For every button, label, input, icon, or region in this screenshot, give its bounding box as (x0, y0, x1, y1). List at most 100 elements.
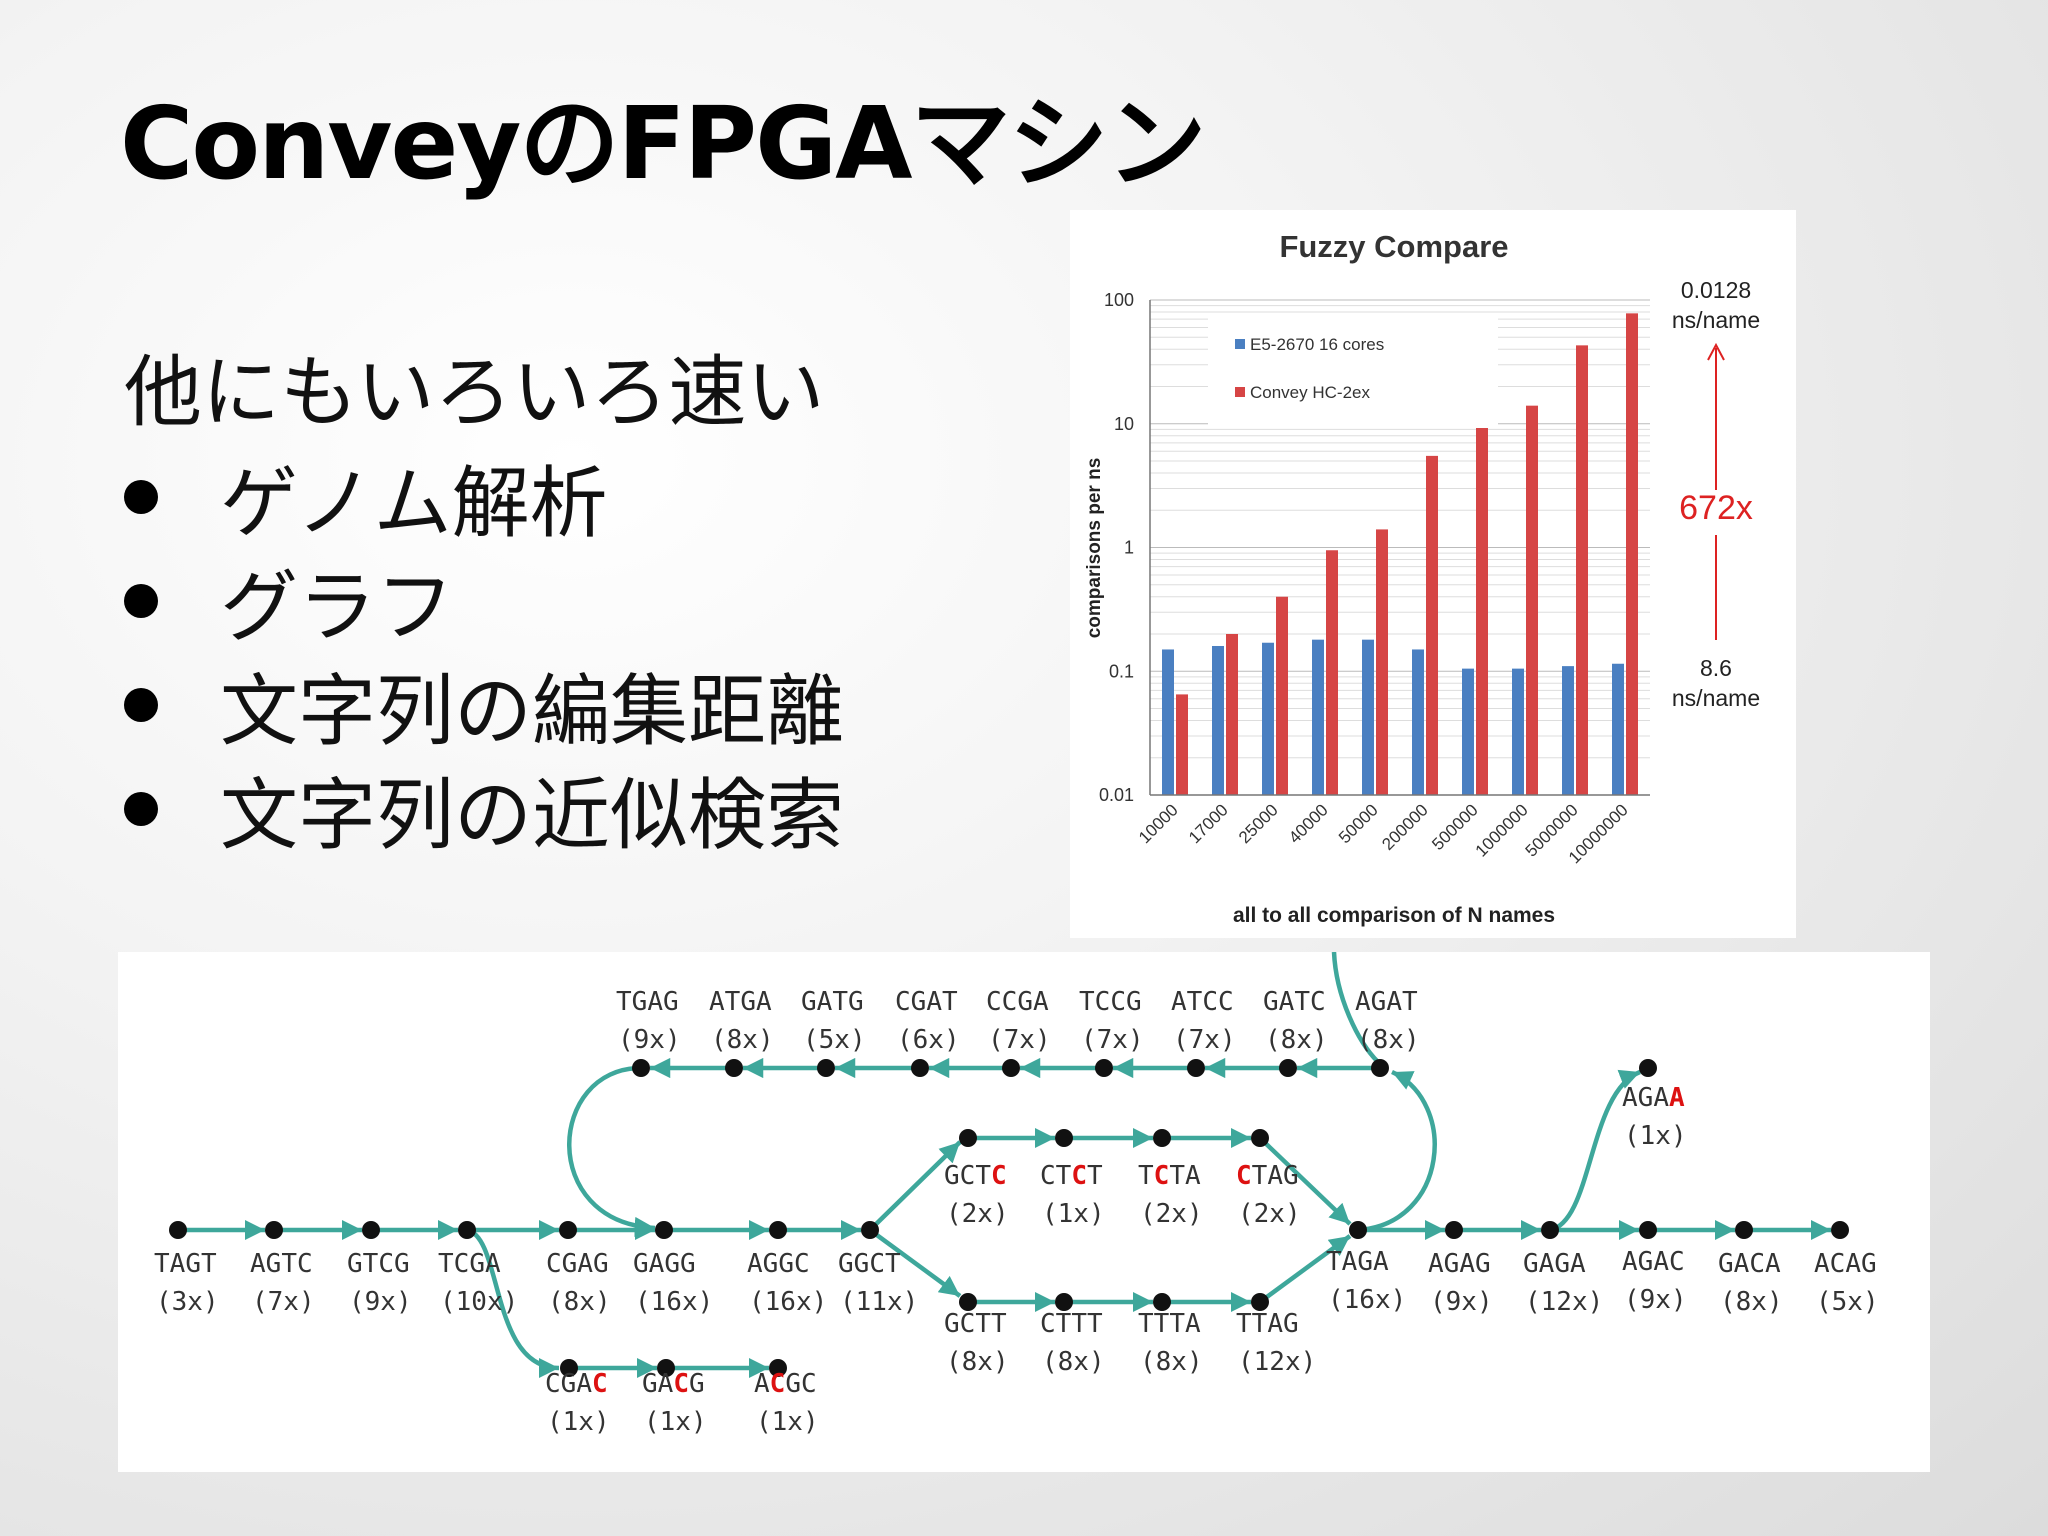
bar-convey (1276, 596, 1288, 795)
x-tick-label: 17000 (1185, 800, 1232, 847)
node-sequence-label: CGAT (895, 987, 958, 1017)
chart-title: Fuzzy Compare (1279, 229, 1508, 264)
graph-node (1055, 1129, 1073, 1147)
node-count-label: (2x) (1140, 1199, 1203, 1229)
node-count-label: (6x) (897, 1025, 960, 1055)
arrow-up-icon (1707, 342, 1725, 361)
legend-label: Convey HC-2ex (1250, 383, 1370, 402)
node-sequence-label: CTCT (1040, 1161, 1103, 1191)
bar-e5 (1612, 663, 1624, 795)
graph-edge (868, 1228, 962, 1298)
bar-convey (1326, 550, 1338, 795)
node-count-label: (3x) (156, 1287, 219, 1317)
graph-node (817, 1059, 835, 1077)
node-count-label: (7x) (988, 1025, 1051, 1055)
graph-node (559, 1221, 577, 1239)
graph-node (1349, 1221, 1367, 1239)
node-count-label: (8x) (1140, 1347, 1203, 1377)
node-sequence-label: AGAC (1622, 1247, 1685, 1277)
y-tick-label: 1 (1124, 538, 1134, 558)
graph-node (769, 1221, 787, 1239)
node-sequence-label: GACG (642, 1369, 705, 1399)
bar-e5 (1512, 668, 1524, 795)
y-tick-label: 10 (1114, 414, 1134, 434)
bar-e5 (1262, 642, 1274, 795)
node-count-label: (11x) (840, 1287, 918, 1317)
node-count-label: (9x) (1624, 1285, 1687, 1315)
node-count-label: (8x) (1720, 1287, 1783, 1317)
annotation-bottom-value: 8.6 (1700, 655, 1732, 681)
graph-node (1153, 1129, 1171, 1147)
node-sequence-label: AGAA (1622, 1083, 1685, 1113)
bar-convey (1176, 694, 1188, 795)
graph-node (1187, 1059, 1205, 1077)
graph-node (1153, 1293, 1171, 1311)
graph-node (1055, 1293, 1073, 1311)
node-sequence-label: TCGA (438, 1249, 501, 1279)
node-sequence-label: GCTT (944, 1309, 1007, 1339)
legend-swatch (1235, 387, 1245, 397)
node-count-label: (5x) (803, 1025, 866, 1055)
node-count-label: (8x) (1265, 1025, 1328, 1055)
bar-convey (1476, 407, 1488, 795)
graph-node (959, 1293, 977, 1311)
graph-node (1445, 1221, 1463, 1239)
node-count-label: (1x) (1042, 1199, 1105, 1229)
node-count-label: (9x) (618, 1025, 681, 1055)
graph-node (362, 1221, 380, 1239)
bullet-item: グラフ (124, 549, 844, 653)
node-sequence-label: CCGA (986, 987, 1049, 1017)
node-count-label: (16x) (1328, 1285, 1406, 1315)
node-sequence-label: GCTC (944, 1161, 1007, 1191)
bar-e5 (1212, 645, 1224, 795)
node-sequence-label: AGGC (747, 1249, 810, 1279)
y-tick-label: 0.1 (1109, 661, 1134, 681)
bullet-dot-icon (124, 792, 158, 826)
node-sequence-label: ATGA (709, 987, 772, 1017)
node-count-label: (7x) (1081, 1025, 1144, 1055)
node-sequence-label: TAGA (1326, 1247, 1389, 1277)
node-count-label: (1x) (547, 1407, 610, 1437)
node-sequence-label: ACAG (1814, 1249, 1877, 1279)
graph-node (1002, 1059, 1020, 1077)
node-count-label: (8x) (711, 1025, 774, 1055)
bullet-item: 文字列の近似検索 (124, 757, 844, 861)
bullet-label: ゲノム解析 (220, 459, 608, 549)
de-bruijn-graph: TAGT (3x) AGTC (7x) GTCG (9x) TCGA (10x) CGAG (8x… (118, 951, 1930, 1472)
node-count-label: (5x) (1816, 1287, 1879, 1317)
node-sequence-label: GAGG (633, 1249, 696, 1279)
node-sequence-label: AGAG (1428, 1249, 1491, 1279)
graph-node (861, 1221, 879, 1239)
bar-convey (1226, 633, 1238, 795)
node-sequence-label: TTTA (1138, 1309, 1201, 1339)
graph-edge (466, 1227, 560, 1379)
graph-node (655, 1221, 673, 1239)
bar-e5 (1162, 649, 1174, 795)
legend-label: E5-2670 16 cores (1250, 335, 1384, 354)
bullet-label: 文字列の編集距離 (220, 667, 845, 757)
node-sequence-label: GAGA (1523, 1249, 1586, 1279)
graph-edge (868, 1140, 962, 1232)
node-sequence-label: TAGT (154, 1249, 217, 1279)
annotation-top-value: 0.0128 (1681, 277, 1751, 303)
graph-node (632, 1059, 650, 1077)
annotation-top-unit: ns/name (1672, 307, 1760, 333)
graph-node (911, 1059, 929, 1077)
node-sequence-label: ATCC (1171, 987, 1234, 1017)
node-sequence-label: CGAC (545, 1369, 608, 1399)
bullet-dot-icon (124, 688, 158, 722)
node-sequence-label: TTAG (1236, 1309, 1299, 1339)
graph-edge (1357, 1069, 1437, 1233)
node-sequence-label: AGTC (250, 1249, 313, 1279)
y-axis-label: comparisons per ns (1084, 458, 1105, 639)
graph-node (1371, 1059, 1389, 1077)
slide-title: ConveyのFPGAマシン (120, 85, 1207, 202)
bar-e5 (1412, 649, 1424, 795)
graph-node (560, 1359, 578, 1377)
node-sequence-label: CTAG (1236, 1161, 1299, 1191)
node-sequence-label: TCTA (1138, 1161, 1201, 1191)
legend-box (1208, 318, 1498, 428)
graph-node (1639, 1059, 1657, 1077)
graph-node (265, 1221, 283, 1239)
node-count-label: (8x) (1357, 1025, 1420, 1055)
